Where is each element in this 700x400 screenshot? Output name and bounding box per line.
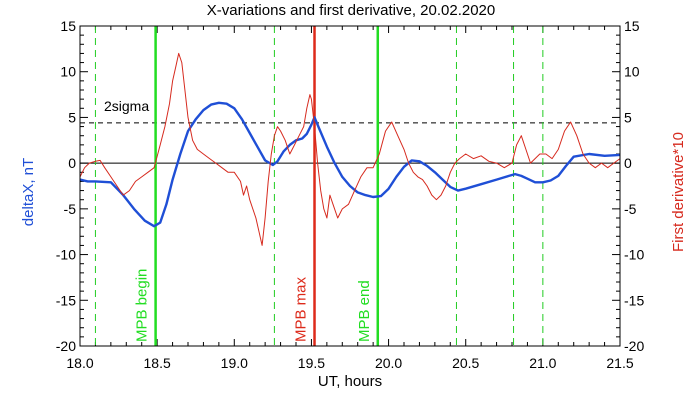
plot-frame	[79, 25, 621, 347]
event-markers: MPB begin MPB max MPB end	[94, 26, 544, 346]
axis-ticks: 18.0 18.5 19.0 19.5 20.0 20.5 21.0 21.5 15 15 10 10…	[56, 18, 645, 371]
x-axis-label: UT, hours	[318, 373, 382, 390]
y-right-tick-label: 0	[624, 155, 632, 171]
y-left-tick-label: 10	[60, 64, 76, 80]
y-left-tick-label: 0	[68, 155, 76, 171]
y-left-tick-label: 5	[68, 109, 76, 125]
plot-area: 2sigma	[80, 98, 620, 164]
y-left-tick-label: 15	[60, 18, 76, 34]
y-left-tick-label: -5	[64, 201, 77, 217]
x-tick-label: 19.5	[298, 355, 325, 371]
y-left-tick-label: -15	[56, 292, 76, 308]
derivative-line	[79, 52, 621, 246]
y-left-tick-label: -20	[56, 338, 76, 354]
frame-rect	[79, 25, 621, 347]
y-right-tick-label: 10	[624, 64, 640, 80]
x-tick-label: 21.5	[606, 355, 633, 371]
chart-title: X-variations and first derivative, 20.02…	[207, 2, 496, 19]
vline-label: MPB max	[293, 276, 310, 342]
x-tick-label: 21.0	[529, 355, 556, 371]
x-tick-label: 18.0	[66, 355, 93, 371]
vline-label: MPB end	[356, 280, 373, 342]
y-left-tick-label: -10	[56, 247, 76, 263]
y-right-tick-label: 5	[624, 109, 632, 125]
vline-label: MPB begin	[134, 269, 151, 342]
y-right-tick-label: 15	[624, 18, 640, 34]
y-right-tick-label: -20	[624, 338, 644, 354]
series-layer	[79, 52, 621, 246]
y-right-tick-label: -5	[624, 201, 637, 217]
y-right-tick-label: -10	[624, 247, 644, 263]
y-axis-label-right: First derivative*10	[670, 132, 687, 252]
deltax-line	[79, 101, 621, 228]
y-axis-label-left: deltaX, nT	[20, 158, 37, 226]
x-tick-label: 20.0	[375, 355, 402, 371]
y-right-tick-label: -15	[624, 292, 644, 308]
x-tick-label: 19.0	[221, 355, 248, 371]
x-tick-label: 18.5	[144, 355, 171, 371]
x-tick-label: 20.5	[452, 355, 479, 371]
threshold-label: 2sigma	[104, 98, 149, 114]
